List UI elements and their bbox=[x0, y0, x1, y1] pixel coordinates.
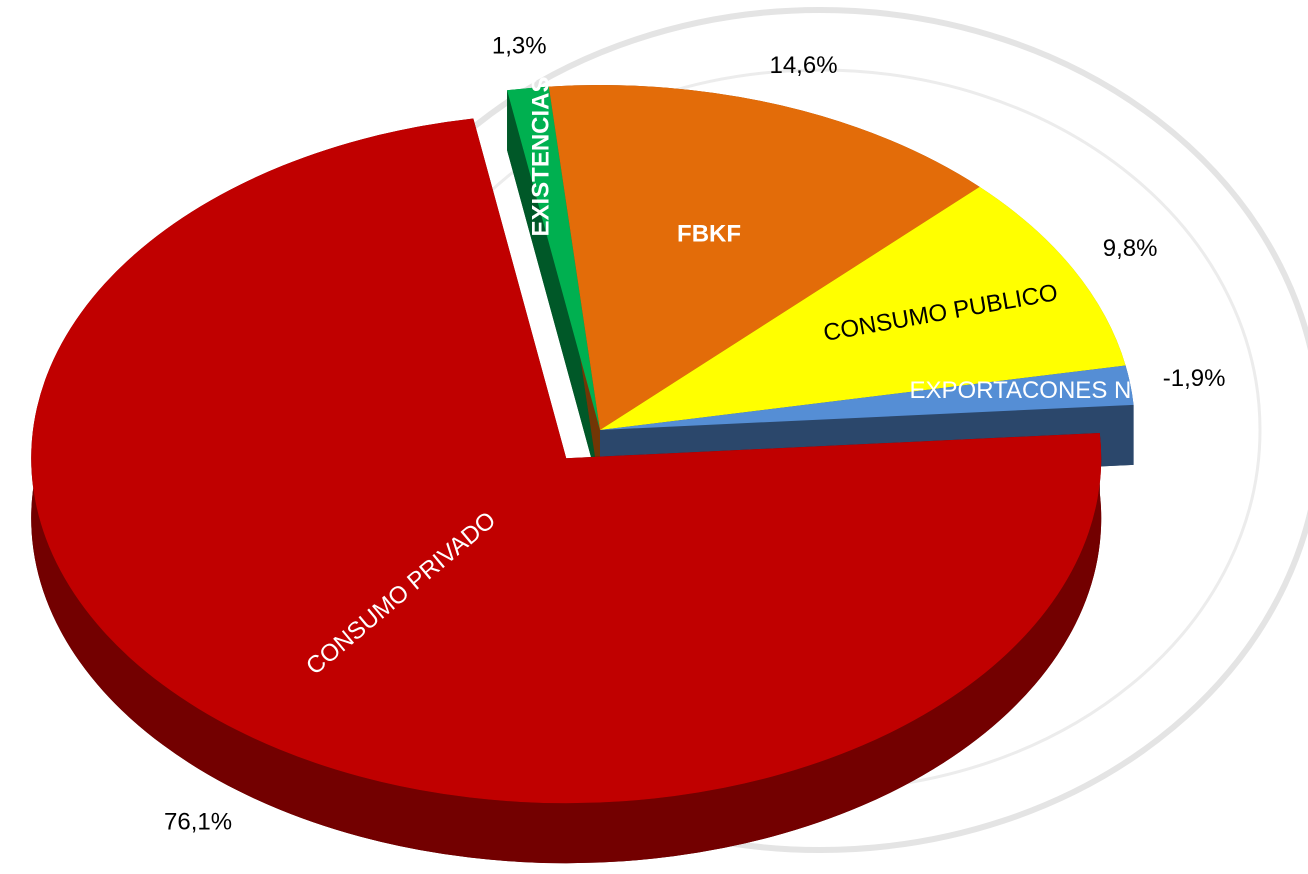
category-label: FBKF bbox=[677, 221, 741, 248]
value-label: 14,6% bbox=[769, 52, 837, 79]
value-label: -1,9% bbox=[1163, 365, 1226, 392]
tops bbox=[31, 85, 1134, 804]
value-label: 1,3% bbox=[492, 32, 547, 59]
slice bbox=[600, 186, 1126, 430]
value-label: 76,1% bbox=[164, 808, 232, 835]
slice bbox=[507, 86, 600, 430]
value-label: 9,8% bbox=[1103, 235, 1158, 262]
category-label: EXPORTACONES NETAS bbox=[910, 377, 1193, 404]
slice bbox=[31, 118, 1102, 804]
slice-side bbox=[507, 86, 600, 490]
slice bbox=[600, 365, 1134, 430]
category-label: EXISTENCIAS bbox=[528, 77, 555, 237]
slice bbox=[548, 85, 980, 430]
